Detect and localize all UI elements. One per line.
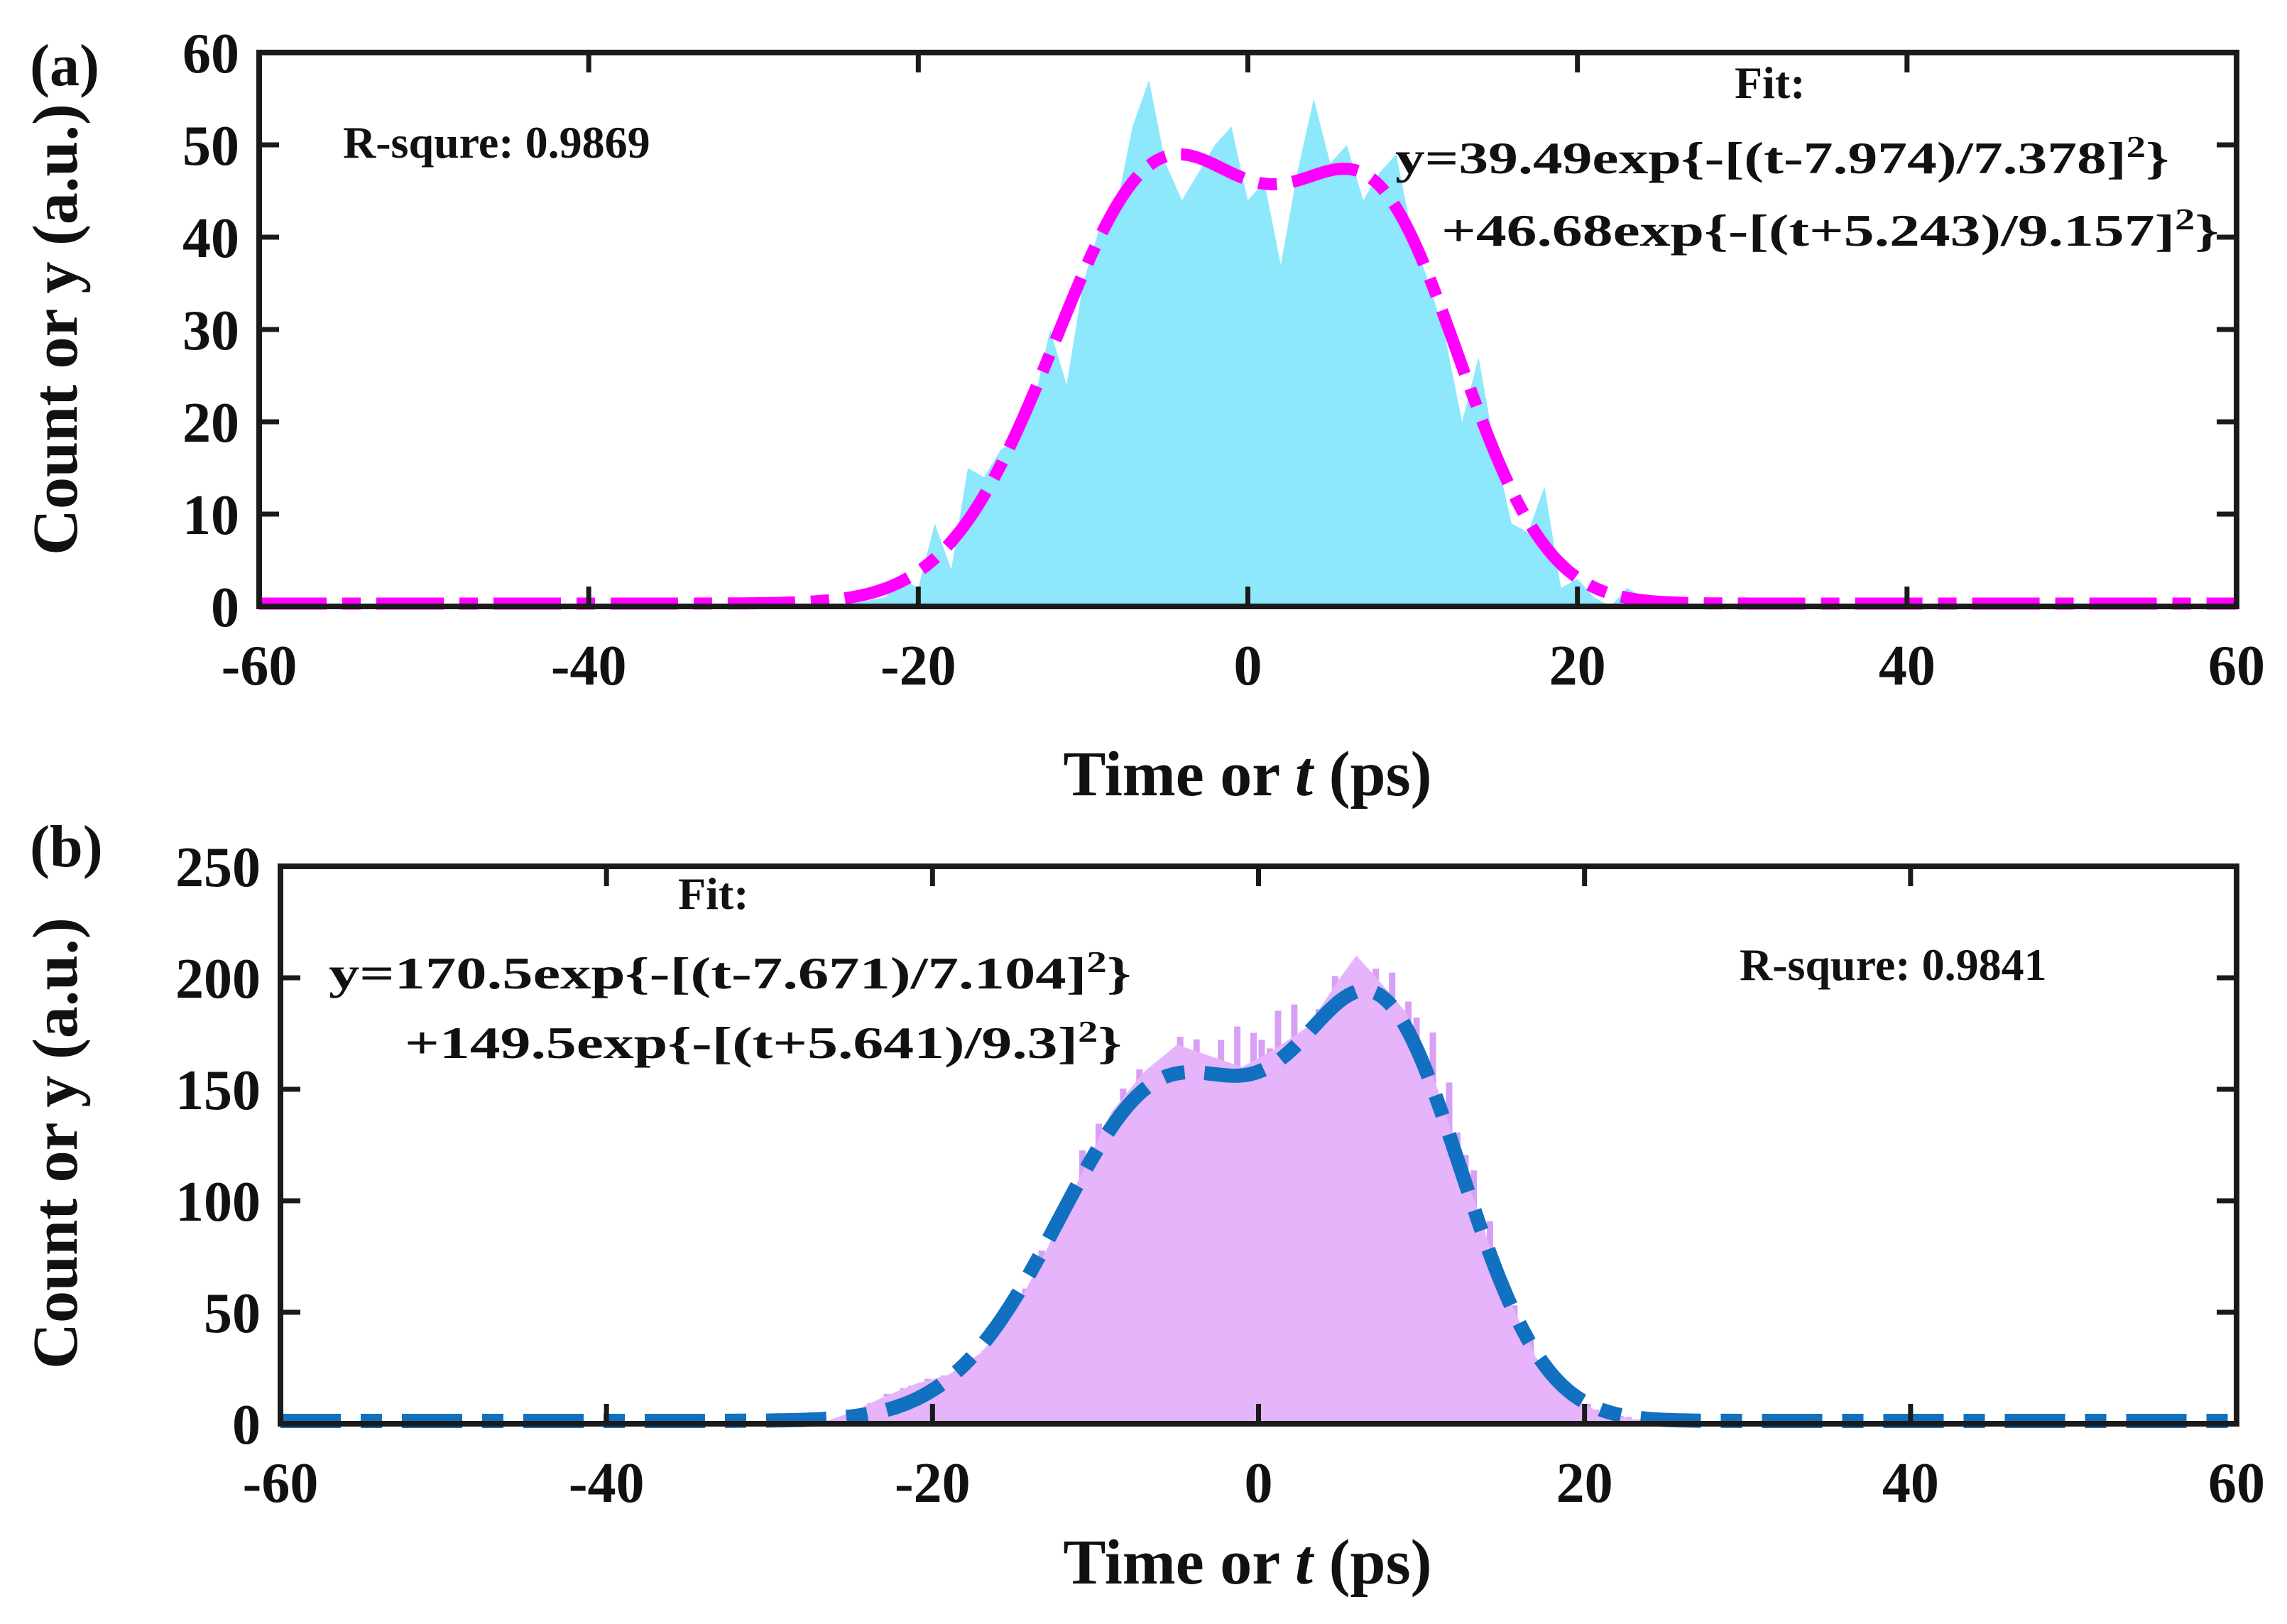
x-tick-label: -40 [569,1452,645,1515]
x-tick-label: 40 [1882,1452,1939,1515]
b-count-area [280,955,2237,1424]
y-tick-label: 10 [182,484,239,547]
a-x-ticks: -60 -40 -20 0 20 40 60 [222,53,2265,697]
x-tick-label: 0 [1234,635,1262,697]
a-x-axis-label: Time or t (ps) [1063,739,1431,810]
y-tick-label: 20 [182,392,239,454]
a-r-square: R-squre: 0.9869 [343,117,650,168]
y-tick-label: 100 [175,1171,261,1233]
x-tick-label: 60 [2208,635,2265,697]
a-fit-line1: y=39.49exp{-[(t-7.974)/7.378] 2} [1395,131,2169,183]
b-fit-line2: +149.5exp{-[(t+5.641)/9.3] 2} [405,1016,1122,1068]
b-y-axis-label: Count or y (a.u.) [21,917,91,1369]
y-tick-label: 150 [175,1059,261,1122]
x-tick-label: 0 [1245,1452,1273,1515]
y-tick-label: 60 [182,23,239,85]
x-tick-label: 20 [1549,635,1606,697]
b-y-ticks: 0 50 100 150 200 250 [175,836,2237,1456]
x-tick-label: -60 [222,635,298,697]
a-fit-line2: +46.68exp{-[(t+5.243)/9.157] 2} [1441,204,2219,256]
y-tick-label: 30 [182,300,239,362]
b-x-axis-label: Time or t (ps) [1063,1527,1431,1598]
panel-a-label: (a) [30,33,99,99]
panel-b-label: (b) [30,814,103,880]
x-tick-label: -20 [895,1452,971,1515]
x-tick-label: -60 [243,1452,319,1515]
y-tick-label: 40 [182,207,239,270]
x-tick-label: 20 [1556,1452,1613,1515]
y-tick-label: 0 [232,1394,261,1456]
panel-a: (a) -60 -40 -20 0 20 40 60 0 10 20 30 40 50 60 R-squ… [21,23,2265,810]
a-count-area [259,80,2237,606]
y-tick-label: 200 [175,948,261,1010]
x-tick-label: -40 [551,635,627,697]
y-tick-label: 250 [175,836,261,899]
y-tick-label: 50 [182,115,239,178]
y-tick-label: 0 [211,577,239,639]
y-tick-label: 50 [204,1282,261,1345]
a-fit-title: Fit: [1735,58,1806,108]
panel-b: (b) -60 -40 -20 0 20 40 60 0 50 100 150 200 250 R-s… [21,814,2265,1598]
b-x-ticks: -60 -40 -20 0 20 40 60 [243,866,2265,1515]
x-tick-label: 40 [1879,635,1936,697]
b-fit-title: Fit: [678,868,749,919]
x-tick-label: 60 [2208,1452,2265,1515]
x-tick-label: -20 [880,635,956,697]
a-y-ticks: 0 10 20 30 40 50 60 [182,23,2237,639]
a-y-axis-label: Count or y (a.u.) [21,104,91,555]
b-fit-line1: y=170.5exp{-[(t-7.671)/7.104] 2} [329,947,1131,998]
b-r-square: R-squre: 0.9841 [1740,939,2047,990]
